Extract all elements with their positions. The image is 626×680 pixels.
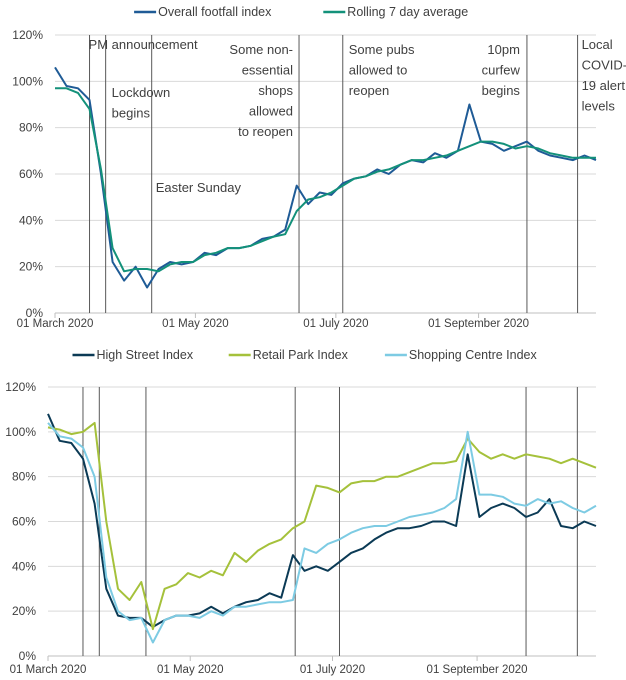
y-tick-label: 20%	[19, 260, 43, 274]
legend-label: Rolling 7 day average	[347, 5, 468, 19]
legend-label: Shopping Centre Index	[409, 348, 538, 362]
x-tick-label: 01 September 2020	[427, 664, 528, 676]
y-tick-label: 40%	[12, 559, 36, 573]
y-tick-label: 120%	[5, 380, 36, 394]
chart-2: 0% 20% 40% 60% 80% 100% 120% 01 March 2020 01 Ma…	[5, 348, 597, 676]
annotation-text: 10pm	[487, 42, 520, 57]
annotation-text: to reopen	[238, 124, 293, 139]
x-tick-label: 01 September 2020	[428, 318, 529, 330]
annotation: Local COVID- 19 alert levels	[582, 37, 626, 114]
annotation: PM announcement	[89, 37, 199, 52]
annotation-text: begins	[112, 106, 151, 121]
annotation-text: Easter Sunday	[156, 180, 242, 195]
annotation-text: allowed to	[349, 63, 408, 78]
y-tick-label: 0%	[19, 649, 37, 663]
annotation: Some pubs allowed to reopen	[349, 42, 415, 98]
y-tick-label: 60%	[12, 515, 36, 529]
y-tick-label: 100%	[12, 74, 43, 88]
x-tick-label: 01 July 2020	[300, 664, 365, 676]
x-tick-label: 01 May 2020	[162, 318, 229, 330]
legend-item: High Street Index	[72, 348, 194, 362]
annotation-text: Lockdown	[112, 85, 171, 100]
y-tick-label: 100%	[5, 425, 36, 439]
annotation-text: essential	[242, 63, 293, 78]
series-line-shopping-centre-index	[47, 422, 597, 644]
x-tick-label: 01 May 2020	[157, 664, 224, 676]
x-tick-label: 01 March 2020	[10, 664, 87, 676]
annotation-text: PM announcement	[89, 37, 199, 52]
legend-item: Shopping Centre Index	[384, 348, 538, 362]
annotation: Some non-essential shops allowed to reopen	[229, 42, 293, 139]
y-tick-label: 20%	[12, 604, 36, 618]
annotation-text: begins	[482, 83, 521, 98]
legend-label: High Street Index	[97, 348, 194, 362]
y-tick-label: 0%	[26, 306, 44, 320]
legend-item: Overall footfall index	[134, 5, 272, 19]
annotation: Lockdown begins	[112, 85, 171, 121]
x-tick-label: 01 July 2020	[303, 318, 368, 330]
series-line-retail-park-index	[47, 421, 597, 631]
annotation-text: Some pubs	[349, 42, 415, 57]
legend-label: Retail Park Index	[253, 348, 349, 362]
legend-item: Retail Park Index	[228, 348, 349, 362]
y-tick-label: 80%	[19, 121, 43, 135]
annotation: Easter Sunday	[156, 180, 242, 195]
y-tick-label: 60%	[19, 167, 43, 181]
annotation-text: Some non-	[229, 42, 293, 57]
series-line-high-street-index	[47, 413, 597, 628]
annotation-text: 19 alert	[582, 78, 626, 93]
y-tick-label: 40%	[19, 213, 43, 227]
annotation-text: COVID-	[582, 58, 626, 73]
annotation-text: levels	[582, 99, 616, 114]
annotation-text: Local	[582, 37, 613, 52]
annotation: 10pm curfew begins	[482, 42, 521, 98]
annotation-text: reopen	[349, 83, 389, 98]
chart-1: 0% 20% 40% 60% 80% 100% 120% 01 March 2020 01 Ma…	[12, 5, 626, 330]
series-line-overall-footfall-index	[54, 66, 597, 289]
annotation-text: shops	[258, 83, 293, 98]
legend-label: Overall footfall index	[158, 5, 272, 19]
legend-item: Rolling 7 day average	[323, 5, 468, 19]
series-line-rolling-7-day-average	[55, 87, 596, 273]
y-tick-label: 80%	[12, 470, 36, 484]
x-tick-label: 01 March 2020	[17, 318, 94, 330]
y-tick-label: 120%	[12, 28, 43, 42]
annotation-text: allowed	[249, 104, 293, 119]
annotation-text: curfew	[482, 63, 521, 78]
